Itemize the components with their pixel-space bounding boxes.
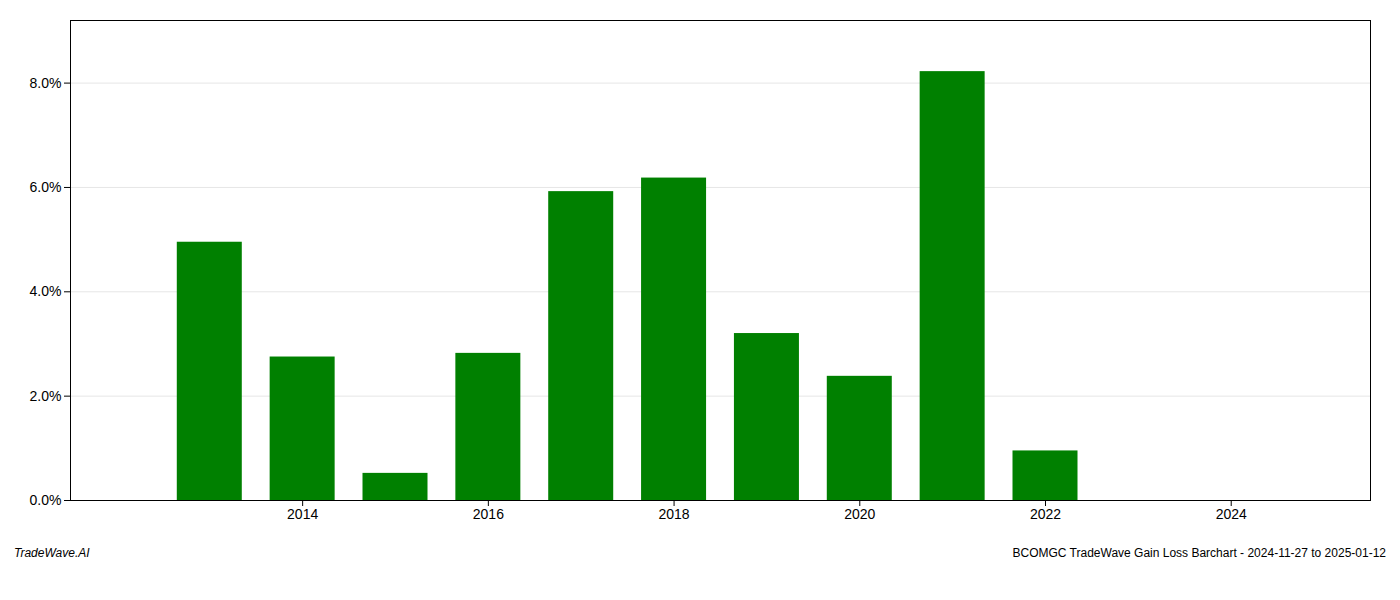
svg-text:0.0%: 0.0% [30, 492, 62, 508]
svg-text:2016: 2016 [473, 506, 504, 522]
svg-text:2018: 2018 [658, 506, 689, 522]
svg-text:2022: 2022 [1030, 506, 1061, 522]
html-text:TradeWave.AI: TradeWave.AI [14, 546, 90, 560]
svg-text:2024: 2024 [1216, 506, 1247, 522]
svg-text:2014: 2014 [287, 506, 318, 522]
svg-text:4.0%: 4.0% [30, 283, 62, 299]
svg-text:8.0%: 8.0% [30, 75, 62, 91]
svg-text:2.0%: 2.0% [30, 388, 62, 404]
html-text:BCOMGC TradeWave Gain Loss Bar: BCOMGC TradeWave Gain Loss Barchart - 20… [1012, 546, 1386, 560]
svg-text:2020: 2020 [844, 506, 875, 522]
svg-text:6.0%: 6.0% [30, 179, 62, 195]
